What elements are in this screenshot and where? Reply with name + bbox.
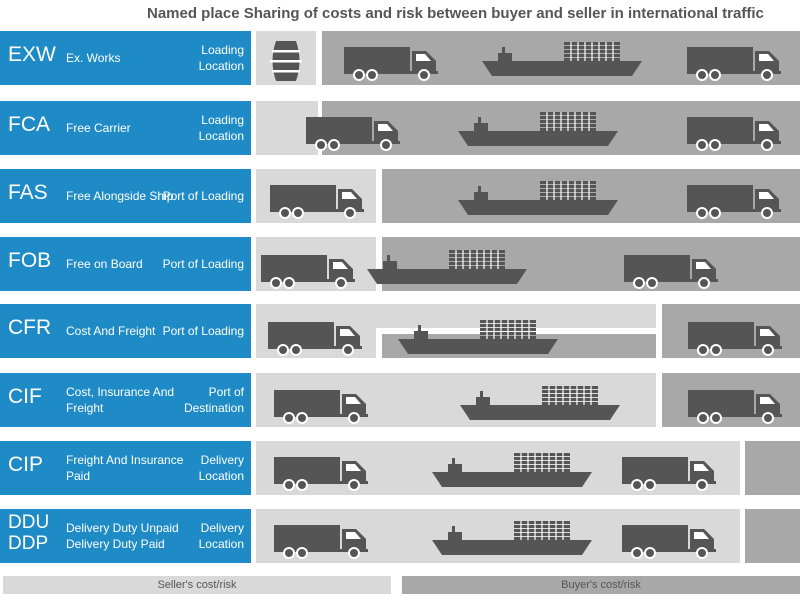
incoterm-name: Delivery Duty Unpaid Delivery Duty Paid (66, 521, 179, 551)
incoterm-code: FCA (8, 113, 50, 136)
named-place: Port of Loading (162, 324, 244, 338)
ship-icon (367, 250, 527, 286)
row-label: FCA Free Carrier Loading Location (0, 101, 251, 155)
incoterm-code: CFR (8, 316, 52, 339)
buyer-legend: Buyer's cost/risk (402, 576, 800, 594)
incoterm-code: EXW (8, 43, 56, 66)
truck-icon (261, 255, 357, 289)
row-label: FOB Free on Board Port of Loading (0, 237, 251, 291)
row-label: CFR Cost And Freight Port of Loading (0, 304, 251, 358)
ship-icon (458, 181, 618, 217)
barrel-icon (270, 41, 302, 81)
named-place: Port of Loading (162, 189, 244, 203)
incoterm-row-cfr: CFR Cost And Freight Port of Loading (0, 304, 800, 358)
ship-icon (460, 386, 620, 422)
truck-icon (270, 185, 366, 219)
incoterm-code: FOB (8, 249, 52, 272)
truck-icon (622, 525, 718, 559)
ship-icon (432, 521, 592, 557)
ship-icon (458, 112, 618, 148)
truck-icon (344, 47, 440, 81)
seller-legend: Seller's cost/risk (3, 576, 391, 594)
truck-icon (687, 185, 783, 219)
incoterm-code: CIF (8, 385, 42, 408)
buyer-segment (745, 441, 800, 495)
incoterm-row-exw: EXW Ex. Works Loading Location (0, 31, 800, 85)
incoterm-name: Cost And Freight (66, 324, 156, 338)
truck-icon (268, 322, 364, 356)
named-place: Delivery Location (198, 521, 244, 551)
incoterm-name: Free Carrier (66, 121, 131, 135)
incoterm-name: Freight And Insurance Paid (66, 453, 184, 483)
incoterm-row-ddu-ddp: DDU DDP Delivery Duty Unpaid Delivery Du… (0, 509, 800, 563)
ship-icon (432, 453, 592, 489)
truck-icon (306, 117, 402, 151)
truck-icon (687, 117, 783, 151)
incoterm-code: CIP (8, 453, 44, 476)
row-label: CIP Freight And Insurance Paid Delivery … (0, 441, 251, 495)
incoterm-name: Cost, Insurance And Freight (66, 385, 175, 415)
named-place: Loading Location (198, 43, 244, 73)
incoterm-row-cip: CIP Freight And Insurance Paid Delivery … (0, 441, 800, 495)
incoterm-name: Free on Board (66, 257, 143, 271)
truck-icon (274, 457, 370, 491)
named-place: Delivery Location (198, 453, 244, 483)
diagram-title: Named place Sharing of costs and risk be… (147, 5, 764, 22)
truck-icon (624, 255, 720, 289)
incoterm-row-fca: FCA Free Carrier Loading Location (0, 101, 800, 155)
truck-icon (688, 322, 784, 356)
incoterm-name: Free Alongside Ship (66, 189, 174, 203)
named-place: Port of Loading (162, 257, 244, 271)
row-label: CIF Cost, Insurance And Freight Port of … (0, 373, 251, 427)
incoterm-row-fob: FOB Free on Board Port of Loading (0, 237, 800, 291)
row-label: FAS Free Alongside Ship Port of Loading (0, 169, 251, 223)
truck-icon (274, 390, 370, 424)
buyer-segment (745, 509, 800, 563)
incoterm-row-cif: CIF Cost, Insurance And Freight Port of … (0, 373, 800, 427)
truck-icon (622, 457, 718, 491)
ship-icon (398, 320, 558, 356)
incoterm-name: Ex. Works (66, 51, 121, 65)
row-label: EXW Ex. Works Loading Location (0, 31, 251, 85)
incoterm-code: DDU DDP (8, 512, 50, 554)
incoterm-row-fas: FAS Free Alongside Ship Port of Loading (0, 169, 800, 223)
truck-icon (274, 525, 370, 559)
incoterm-code: FAS (8, 181, 48, 204)
named-place: Port of Destination (183, 385, 244, 415)
ship-icon (482, 42, 642, 78)
named-place: Loading Location (198, 113, 244, 143)
truck-icon (688, 390, 784, 424)
truck-icon (687, 47, 783, 81)
row-label: DDU DDP Delivery Duty Unpaid Delivery Du… (0, 509, 251, 563)
